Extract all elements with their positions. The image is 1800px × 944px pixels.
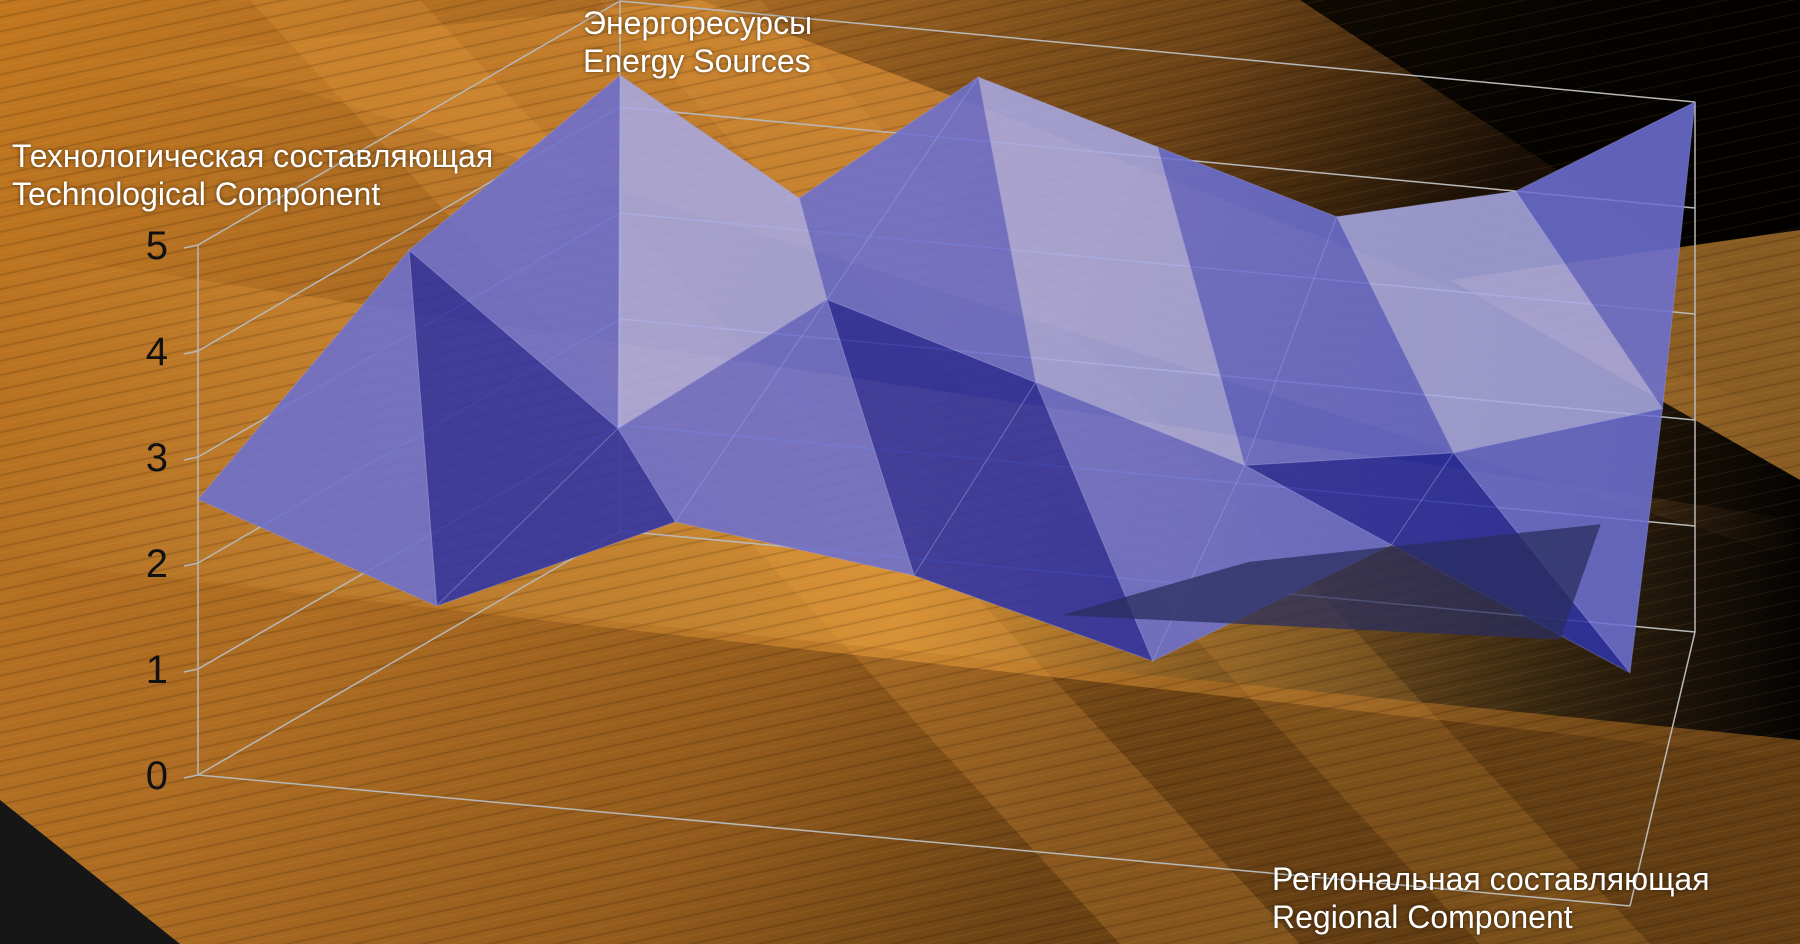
z-tick-label: 1 [146, 648, 168, 692]
z-tick-label: 0 [146, 754, 168, 798]
z-tick-label: 5 [146, 224, 168, 268]
y-axis-label: Энергоресурсы Energy Sources [583, 4, 812, 80]
surface-facet [674, 298, 915, 577]
floor-front-edge [197, 774, 1631, 907]
z-tick-mark [183, 456, 199, 461]
left-wall-gridline [197, 0, 621, 246]
z-tick-mark [183, 562, 199, 567]
z-tick-mark [183, 774, 199, 779]
x-axis-label-en: Regional Component [1272, 899, 1573, 935]
surface-facet [408, 74, 621, 430]
z-tick-mark [183, 244, 199, 249]
surface-facet [1515, 101, 1696, 411]
z-tick-mark [183, 668, 199, 673]
surface-facet [436, 427, 677, 607]
z-axis-label-ru: Технологическая составляющая [12, 138, 494, 174]
z-axis-ticks: 0 1 2 3 4 5 [146, 224, 199, 798]
back-wall-gridline [619, 0, 1696, 103]
y-axis-label-ru: Энергоресурсы [583, 5, 813, 41]
floor-right-edge [1629, 631, 1696, 907]
left-wall-gridline [197, 530, 621, 776]
surface-shadow-facet [1061, 524, 1601, 640]
y-axis-label-en: Energy Sources [583, 43, 811, 79]
chart-front-frame [197, 774, 1631, 907]
z-tick-label: 4 [146, 330, 168, 374]
z-axis-label-en: Technological Component [12, 176, 381, 212]
z-tick-mark [183, 350, 199, 355]
surface-facet [798, 76, 979, 301]
z-axis-label: Технологическая составляющая Technologic… [12, 137, 493, 213]
z-tick-label: 2 [146, 542, 168, 586]
surface [197, 74, 1696, 675]
surface-facet [197, 248, 438, 607]
z-tick-label: 3 [146, 436, 168, 480]
surface-facet [913, 381, 1154, 662]
x-axis-label-ru: Региональная составляющая [1272, 861, 1710, 897]
x-axis-label: Региональная составляющая Regional Compo… [1272, 860, 1710, 936]
surface-facet [617, 74, 800, 430]
